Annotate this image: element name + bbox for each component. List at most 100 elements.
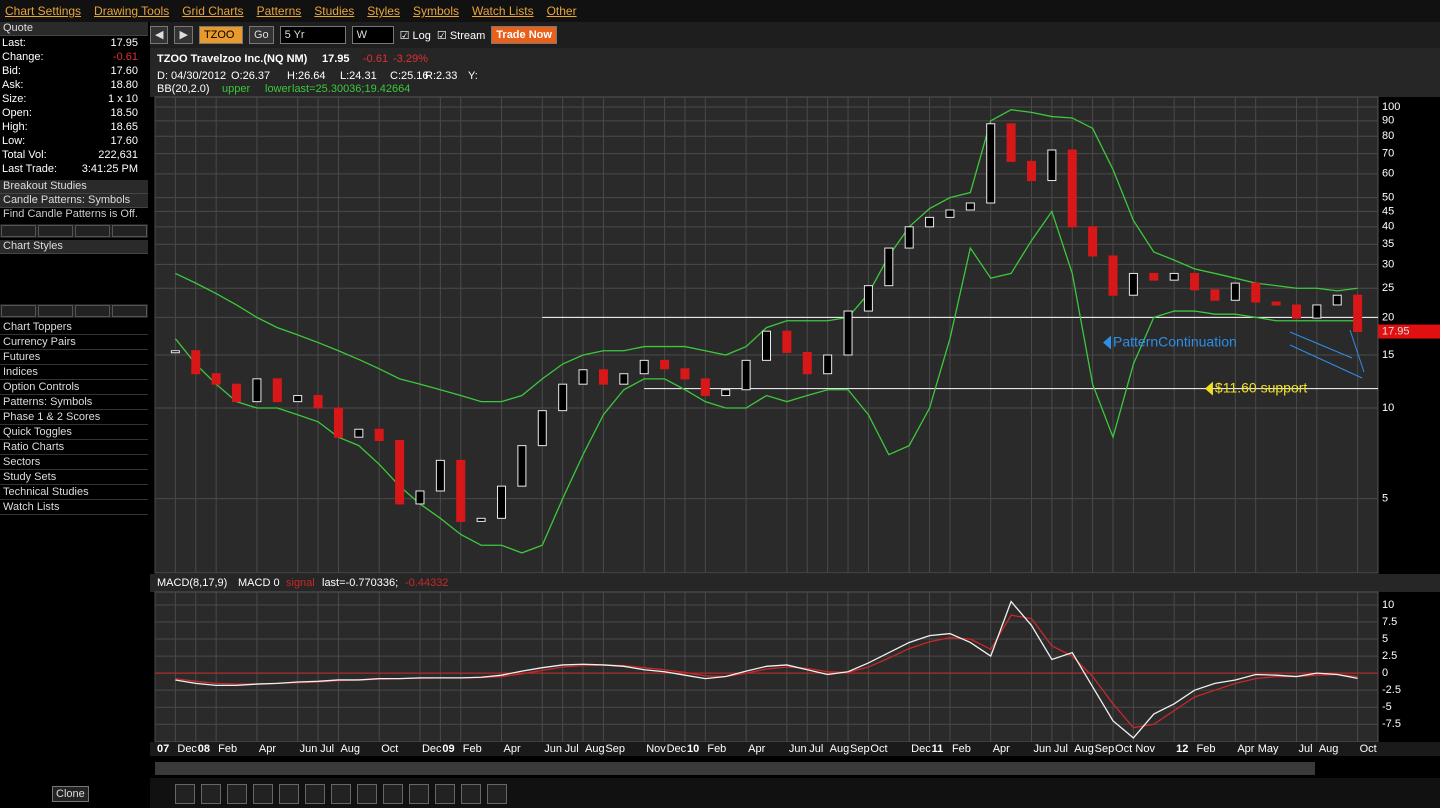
go-button[interactable]: Go <box>248 26 274 44</box>
tool-icon[interactable] <box>383 784 403 804</box>
y2-tick-label: 7.5 <box>1382 616 1397 628</box>
x-tick-label: 08 <box>198 743 210 755</box>
section-header: Chart Styles <box>0 240 148 254</box>
quote-value: 3:41:25 PM <box>81 163 138 175</box>
sidebar-item[interactable]: Patterns: Symbols <box>0 395 148 410</box>
quote-label: Change: <box>2 51 44 63</box>
nav-button[interactable] <box>75 225 110 237</box>
quote-value: 1 x 10 <box>108 93 138 105</box>
x-tick-label: 10 <box>687 743 699 755</box>
menu-item[interactable]: Symbols <box>412 4 459 18</box>
sidebar-item[interactable]: Indices <box>0 365 148 380</box>
last-price-tag <box>1378 324 1440 339</box>
y-tick-label: 45 <box>1382 205 1394 217</box>
ohlc-info: O:26.37 <box>231 70 270 82</box>
sidebar-item[interactable]: Watch Lists <box>0 500 148 515</box>
tool-icon[interactable] <box>227 784 247 804</box>
sidebar-item[interactable]: Futures <box>0 350 148 365</box>
tool-icon[interactable] <box>487 784 507 804</box>
candle <box>863 285 873 312</box>
nav-button[interactable] <box>1 225 36 237</box>
tool-icon[interactable] <box>305 784 325 804</box>
candle <box>313 395 323 409</box>
sidebar-item[interactable]: Ratio Charts <box>0 440 148 455</box>
candle <box>782 330 792 353</box>
symbol-input[interactable]: TZOO <box>198 26 243 44</box>
forward[interactable]: ▶ <box>174 26 193 44</box>
tool-icon[interactable] <box>175 784 195 804</box>
trade-button[interactable]: Trade Now <box>491 26 557 44</box>
tool-icon[interactable] <box>201 784 221 804</box>
tool-icon[interactable] <box>435 784 455 804</box>
period-select[interactable]: 5 Yr <box>279 26 346 44</box>
candle <box>272 378 282 403</box>
sidebar-item[interactable]: Quick Toggles <box>0 425 148 440</box>
symbol-title: TZOO Travelzoo Inc.(NQ NM) <box>157 53 308 65</box>
candle <box>1006 123 1016 162</box>
stream-checkbox[interactable]: ☑ Stream <box>436 29 486 42</box>
quote-label: High: <box>2 121 28 133</box>
candle <box>1291 304 1301 319</box>
x-tick-label: Feb <box>1197 743 1216 755</box>
sidebar-item[interactable]: Technical Studies <box>0 485 148 500</box>
bb-lower-line <box>174 209 1358 554</box>
menu-item[interactable]: Drawing Tools <box>94 4 170 18</box>
x-tick-label: Apr <box>259 743 276 755</box>
candle <box>986 123 996 204</box>
tool-icon[interactable] <box>357 784 377 804</box>
candle <box>1230 282 1240 301</box>
tool-icon[interactable] <box>409 784 429 804</box>
nav-button[interactable] <box>75 305 110 317</box>
menu-item[interactable]: Studies <box>314 4 355 18</box>
sidebar-item[interactable]: Phase 1 & 2 Scores <box>0 410 148 425</box>
sidebar-item[interactable]: Option Controls <box>0 380 148 395</box>
y-tick-label: 35 <box>1382 238 1394 250</box>
chart: TZOO Travelzoo Inc.(NQ NM) 17.95 -0.61 -3.2… <box>150 48 1440 775</box>
x-tick-label: Jul <box>565 743 579 755</box>
x-tick-label: Sep <box>1095 743 1115 755</box>
candle <box>1210 289 1220 301</box>
x-tick-label: 11 <box>932 743 944 755</box>
quote-label: Open: <box>2 107 32 119</box>
y-tick-label: 80 <box>1382 130 1394 142</box>
menu-item[interactable]: Styles <box>367 4 400 18</box>
tool-icon[interactable] <box>461 784 481 804</box>
x-tick-label: 07 <box>157 743 169 755</box>
clone-button[interactable]: Clone <box>52 786 89 802</box>
sidebar-item[interactable]: Chart Toppers <box>0 320 148 335</box>
tool-icon[interactable] <box>279 784 299 804</box>
drawing <box>1289 344 1363 379</box>
interval-select[interactable]: W <box>351 26 394 44</box>
quote-value: 18.80 <box>110 79 138 91</box>
nav-button[interactable] <box>112 225 147 237</box>
menu-item[interactable]: Patterns <box>256 4 302 18</box>
menu-item[interactable]: Chart Settings <box>5 4 82 18</box>
y-tick-label: 100 <box>1382 101 1400 113</box>
nav-button[interactable] <box>1 305 36 317</box>
tool-icon[interactable] <box>253 784 273 804</box>
quote-label: Ask: <box>2 79 24 91</box>
candle <box>965 202 975 211</box>
sidebar-item[interactable]: Sectors <box>0 455 148 470</box>
back[interactable]: ◀ <box>150 26 169 44</box>
tool-icon[interactable] <box>331 784 351 804</box>
bb-last: last=25.30036;19.42664 <box>292 83 410 95</box>
x-tick-label: Apr <box>748 743 765 755</box>
menu-item[interactable]: Watch Lists <box>472 4 534 18</box>
quote-value: 17.60 <box>110 135 138 147</box>
nav-button[interactable] <box>38 305 73 317</box>
macd-label: MACD 0 <box>238 577 280 589</box>
nav-button[interactable] <box>38 225 73 237</box>
menu-item[interactable]: Other <box>546 4 577 18</box>
y-tick-label: 20 <box>1382 311 1394 323</box>
sidebar-item[interactable]: Currency Pairs <box>0 335 148 350</box>
menu-item[interactable]: Grid Charts <box>182 4 244 18</box>
x-tick-label: Aug <box>1319 743 1339 755</box>
quote-label: Low: <box>2 135 26 147</box>
log-checkbox[interactable]: ☑ Log <box>399 29 431 42</box>
x-tick-label: Jul <box>809 743 823 755</box>
nav-button[interactable] <box>112 305 147 317</box>
sidebar-item[interactable]: Study Sets <box>0 470 148 485</box>
candle <box>415 490 425 505</box>
candle <box>191 350 201 375</box>
